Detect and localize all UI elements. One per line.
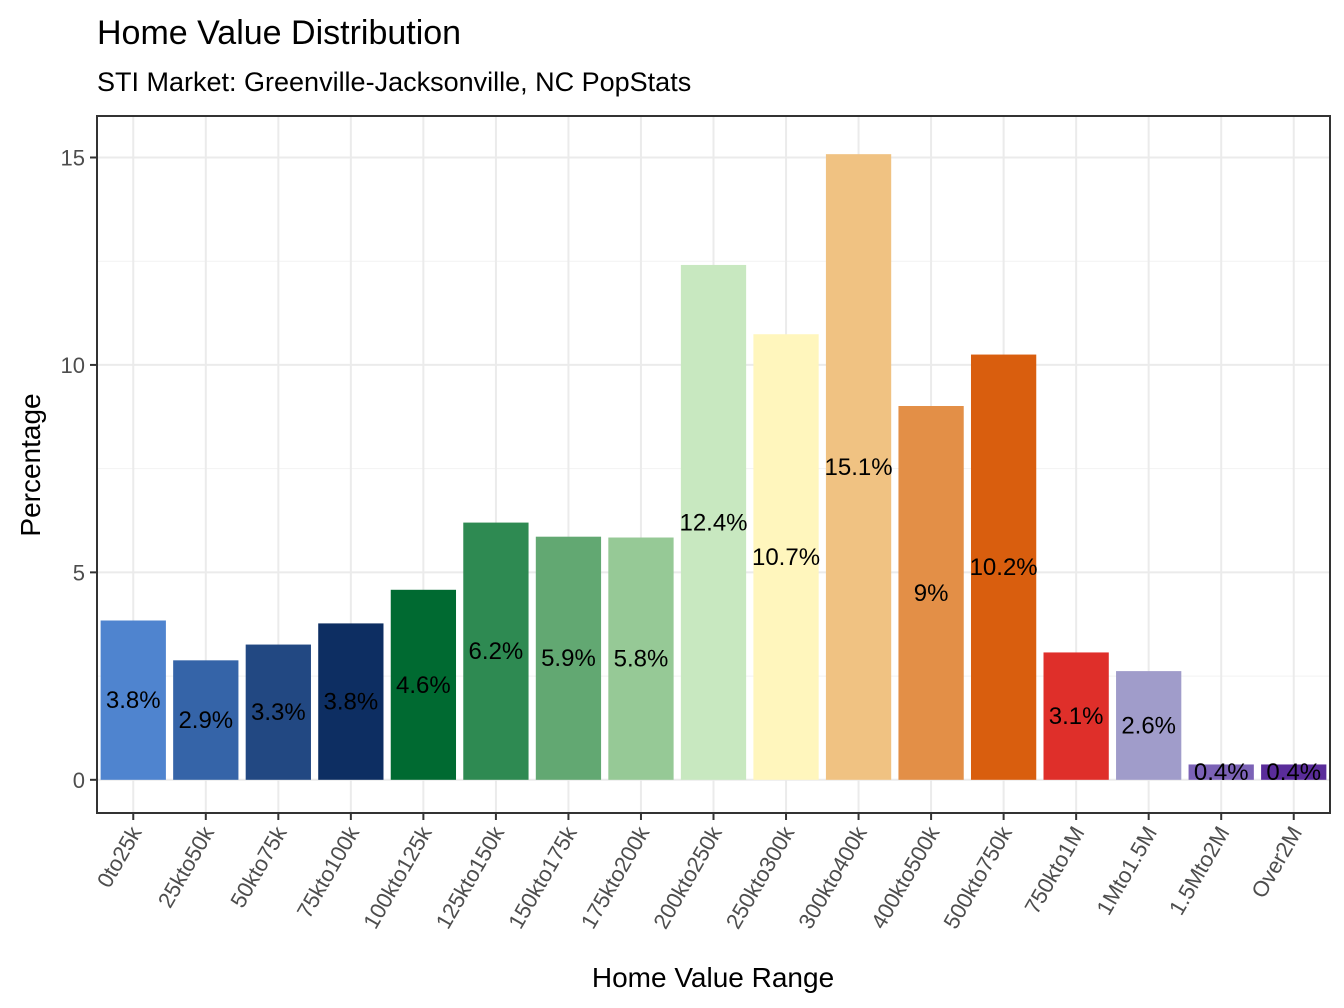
x-tick-label: 250kto300k (721, 821, 800, 933)
bar-50kto75k (245, 644, 311, 780)
x-tick-label: Over2M (1246, 822, 1307, 902)
data-label: 0.4% (1194, 759, 1249, 786)
x-tick-label: 500kto750k (938, 821, 1017, 933)
bar-250kto300k (753, 334, 819, 780)
data-label: 2.9% (178, 707, 233, 734)
bar-1Mto1.5M (1116, 671, 1182, 780)
data-label: 3.3% (251, 699, 306, 726)
bar-175kto200k (608, 537, 674, 780)
data-label: 3.1% (1049, 703, 1104, 730)
data-label: 2.6% (1121, 712, 1176, 739)
x-tick-label: 25kto50k (153, 821, 220, 912)
x-tick-label: 175kto200k (576, 821, 655, 933)
bar-25kto50k (173, 660, 239, 780)
y-tick-label: 10 (61, 353, 85, 378)
data-label: 12.4% (679, 509, 747, 536)
data-label: 5.9% (541, 645, 596, 672)
x-axis-title: Home Value Range (592, 962, 834, 993)
data-label: 10.2% (970, 554, 1038, 581)
bar-500kto750k (970, 354, 1037, 780)
data-label: 6.2% (469, 638, 524, 665)
data-label: 4.6% (396, 672, 451, 699)
x-tick-label: 200kto250k (648, 821, 727, 933)
data-label: 3.8% (324, 689, 379, 716)
y-axis-title: Percentage (15, 393, 46, 536)
bar-200kto250k (680, 264, 747, 780)
data-label: 15.1% (825, 454, 893, 481)
x-tick-label: 50kto75k (225, 821, 292, 912)
data-label: 0.4% (1266, 759, 1321, 786)
bar-0to25k (100, 620, 166, 780)
bar-Over2M (1261, 764, 1327, 780)
bar-1.5Mto2M (1188, 764, 1254, 780)
x-tick-label: 1Mto1.5M (1091, 822, 1162, 919)
x-tick-label: 750kto1M (1020, 822, 1090, 918)
data-label: 3.8% (106, 687, 161, 714)
x-tick-label: 0to25k (92, 821, 147, 892)
bar-75kto100k (318, 623, 384, 780)
y-tick-label: 5 (73, 560, 85, 585)
bar-125kto150k (463, 522, 529, 780)
x-tick-label: 100kto125k (358, 821, 437, 933)
x-tick-label: 300kto400k (793, 821, 872, 933)
y-tick-label: 15 (61, 145, 85, 170)
data-label: 5.8% (614, 646, 669, 673)
x-tick-label: 75kto100k (292, 821, 365, 922)
plot-area: 3.8%2.9% 3.3% 3.8%4.6%6.2% 5.9% 5.8%12.4%10.… (61, 115, 1331, 933)
bar-400kto500k (898, 406, 964, 780)
x-tick-label: 400kto500k (866, 821, 945, 933)
bar-150kto175k (535, 536, 602, 780)
bar-750kto1M (1043, 652, 1109, 780)
chart-subtitle: STI Market: Greenville-Jacksonville, NC … (97, 67, 691, 97)
x-tick-label: 150kto175k (503, 821, 582, 933)
bar-100kto125k (390, 589, 457, 780)
x-tick-label: 1.5Mto2M (1164, 822, 1235, 919)
bar-300kto400k (825, 154, 892, 780)
chart-title: Home Value Distribution (97, 14, 461, 52)
x-tick-label: 125kto150k (431, 821, 510, 933)
data-label: 9% (914, 580, 949, 607)
data-label: 10.7% (752, 544, 820, 571)
y-tick-label: 0 (73, 768, 85, 793)
